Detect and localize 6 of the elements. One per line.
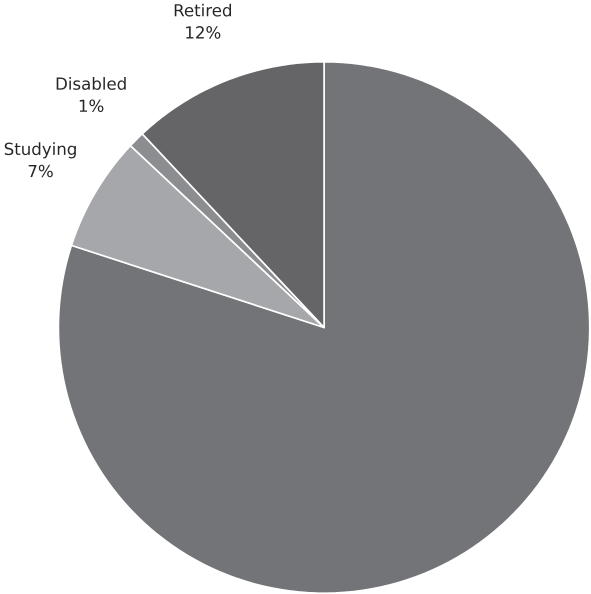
slice-label: Studying xyxy=(5,142,76,158)
data-label: 7% xyxy=(28,164,53,178)
data-label: 1% xyxy=(80,99,104,112)
slice-label: Disabled xyxy=(56,77,126,90)
slice-label: Retired xyxy=(174,4,232,17)
data-label: 12% xyxy=(186,26,221,39)
